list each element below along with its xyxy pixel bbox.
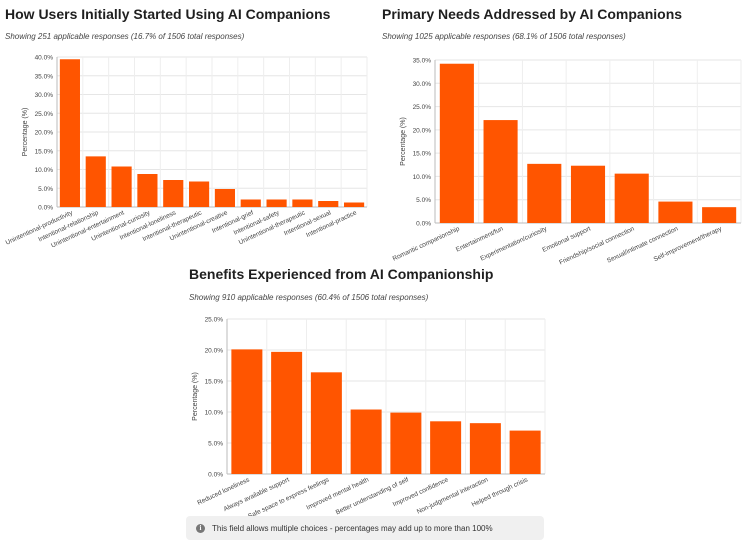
chart3-title: Benefits Experienced from AI Companionsh…: [189, 266, 494, 282]
chart1-bar: [85, 156, 106, 207]
chart1-ytick-label: 30.0%: [35, 92, 54, 99]
chart2-bar: [702, 207, 737, 223]
chart1-bar: [240, 199, 261, 207]
chart1-bar: [163, 180, 184, 207]
chart2-ytick-label: 35.0%: [413, 58, 432, 65]
multiple-choice-note: i This field allows multiple choices - p…: [186, 516, 544, 540]
chart1-bar: [318, 201, 339, 207]
chart2-ytick-label: 15.0%: [413, 151, 432, 158]
chart2-subtitle: Showing 1025 applicable responses (68.1%…: [382, 32, 626, 41]
chart2-ytick-label: 0.0%: [416, 221, 431, 228]
chart3-bar: [350, 409, 382, 474]
chart3-bar: [231, 349, 263, 474]
chart3-ytick-label: 15.0%: [205, 379, 224, 386]
note-text: This field allows multiple choices - per…: [212, 523, 493, 533]
chart3-bar: [509, 430, 541, 474]
chart2-ytick-label: 10.0%: [413, 174, 432, 181]
chart1-ytick-label: 5.0%: [38, 186, 53, 193]
chart1-bar: [189, 181, 210, 207]
chart1-ytick-label: 40.0%: [35, 55, 54, 62]
chart1-ylabel: Percentage (%): [22, 108, 29, 157]
chart1-ytick-label: 35.0%: [35, 73, 54, 80]
chart3-ytick-label: 0.0%: [208, 472, 223, 479]
chart1-subtitle: Showing 251 applicable responses (16.7% …: [5, 32, 245, 41]
chart1-title: How Users Initially Started Using AI Com…: [5, 6, 331, 22]
chart3-bar: [390, 412, 422, 474]
chart1-ytick-label: 15.0%: [35, 148, 54, 155]
chart1-ytick-label: 0.0%: [38, 205, 53, 212]
chart3-xtick-label: Better understanding of self: [335, 476, 410, 516]
chart1-bar: [266, 199, 287, 207]
chart2-ylabel: Percentage (%): [400, 117, 407, 166]
chart2-bar: [439, 63, 474, 224]
chart2-ytick-label: 30.0%: [413, 81, 432, 88]
chart1-bar: [214, 189, 235, 207]
chart1-bar: [292, 199, 313, 207]
info-icon: i: [196, 523, 205, 533]
chart2-plot: 0.0% 5.0% 10.0% 15.0% 20.0% 25.0% 30.0% 35.0% Ro…: [392, 58, 742, 266]
chart2-bar: [614, 173, 649, 223]
chart2-ytick-label: 5.0%: [416, 197, 431, 204]
chart3-bar: [271, 351, 303, 474]
chart3-bar: [310, 372, 342, 474]
chart3-bar: [469, 423, 501, 474]
chart1-ytick-label: 25.0%: [35, 111, 54, 118]
chart2-bar: [527, 163, 562, 223]
chart2-bar: [570, 165, 606, 223]
chart2-xtick-label: Romantic companionship: [392, 225, 461, 262]
chart2-title: Primary Needs Addressed by AI Companions: [382, 6, 683, 22]
chart3-bar: [430, 421, 462, 474]
chart3-plot: 0.0%5.0%10.0%15.0%20.0%25.0%Reduced lone…: [192, 317, 546, 520]
chart1-bar: [59, 59, 80, 207]
chart3-xtick-label: Always available support: [223, 476, 291, 513]
chart1-bar: [111, 166, 132, 207]
chart2-ytick-label: 25.0%: [413, 104, 432, 111]
chart3-ylabel: Percentage (%): [192, 372, 199, 421]
chart3-ytick-label: 20.0%: [205, 348, 224, 355]
chart1-ytick-label: 20.0%: [35, 130, 54, 137]
chart2-bar: [658, 201, 693, 223]
chart1-bar: [344, 202, 365, 207]
chart2-xtick-label: Friendship/social connection: [558, 225, 636, 266]
chart3-xtick-label: Non-judgmental interaction: [416, 476, 490, 515]
chart3-subtitle: Showing 910 applicable responses (60.4% …: [189, 293, 429, 302]
chart1-bar: [137, 174, 158, 207]
chart2-bar: [483, 120, 518, 223]
chart1-ytick-label: 10.0%: [35, 167, 54, 174]
chart1-plot: 0.0% 5.0% 10.0% 15.0% 20.0% 25.0% 30.0% 35.0% 40…: [5, 55, 368, 250]
chart3-ytick-label: 5.0%: [208, 441, 223, 448]
chart3-ytick-label: 25.0%: [205, 317, 224, 324]
chart3-ytick-label: 10.0%: [205, 410, 224, 417]
chart2-xtick-label: Sexual/intimate connection: [606, 225, 680, 264]
chart2-ytick-label: 20.0%: [413, 127, 432, 134]
